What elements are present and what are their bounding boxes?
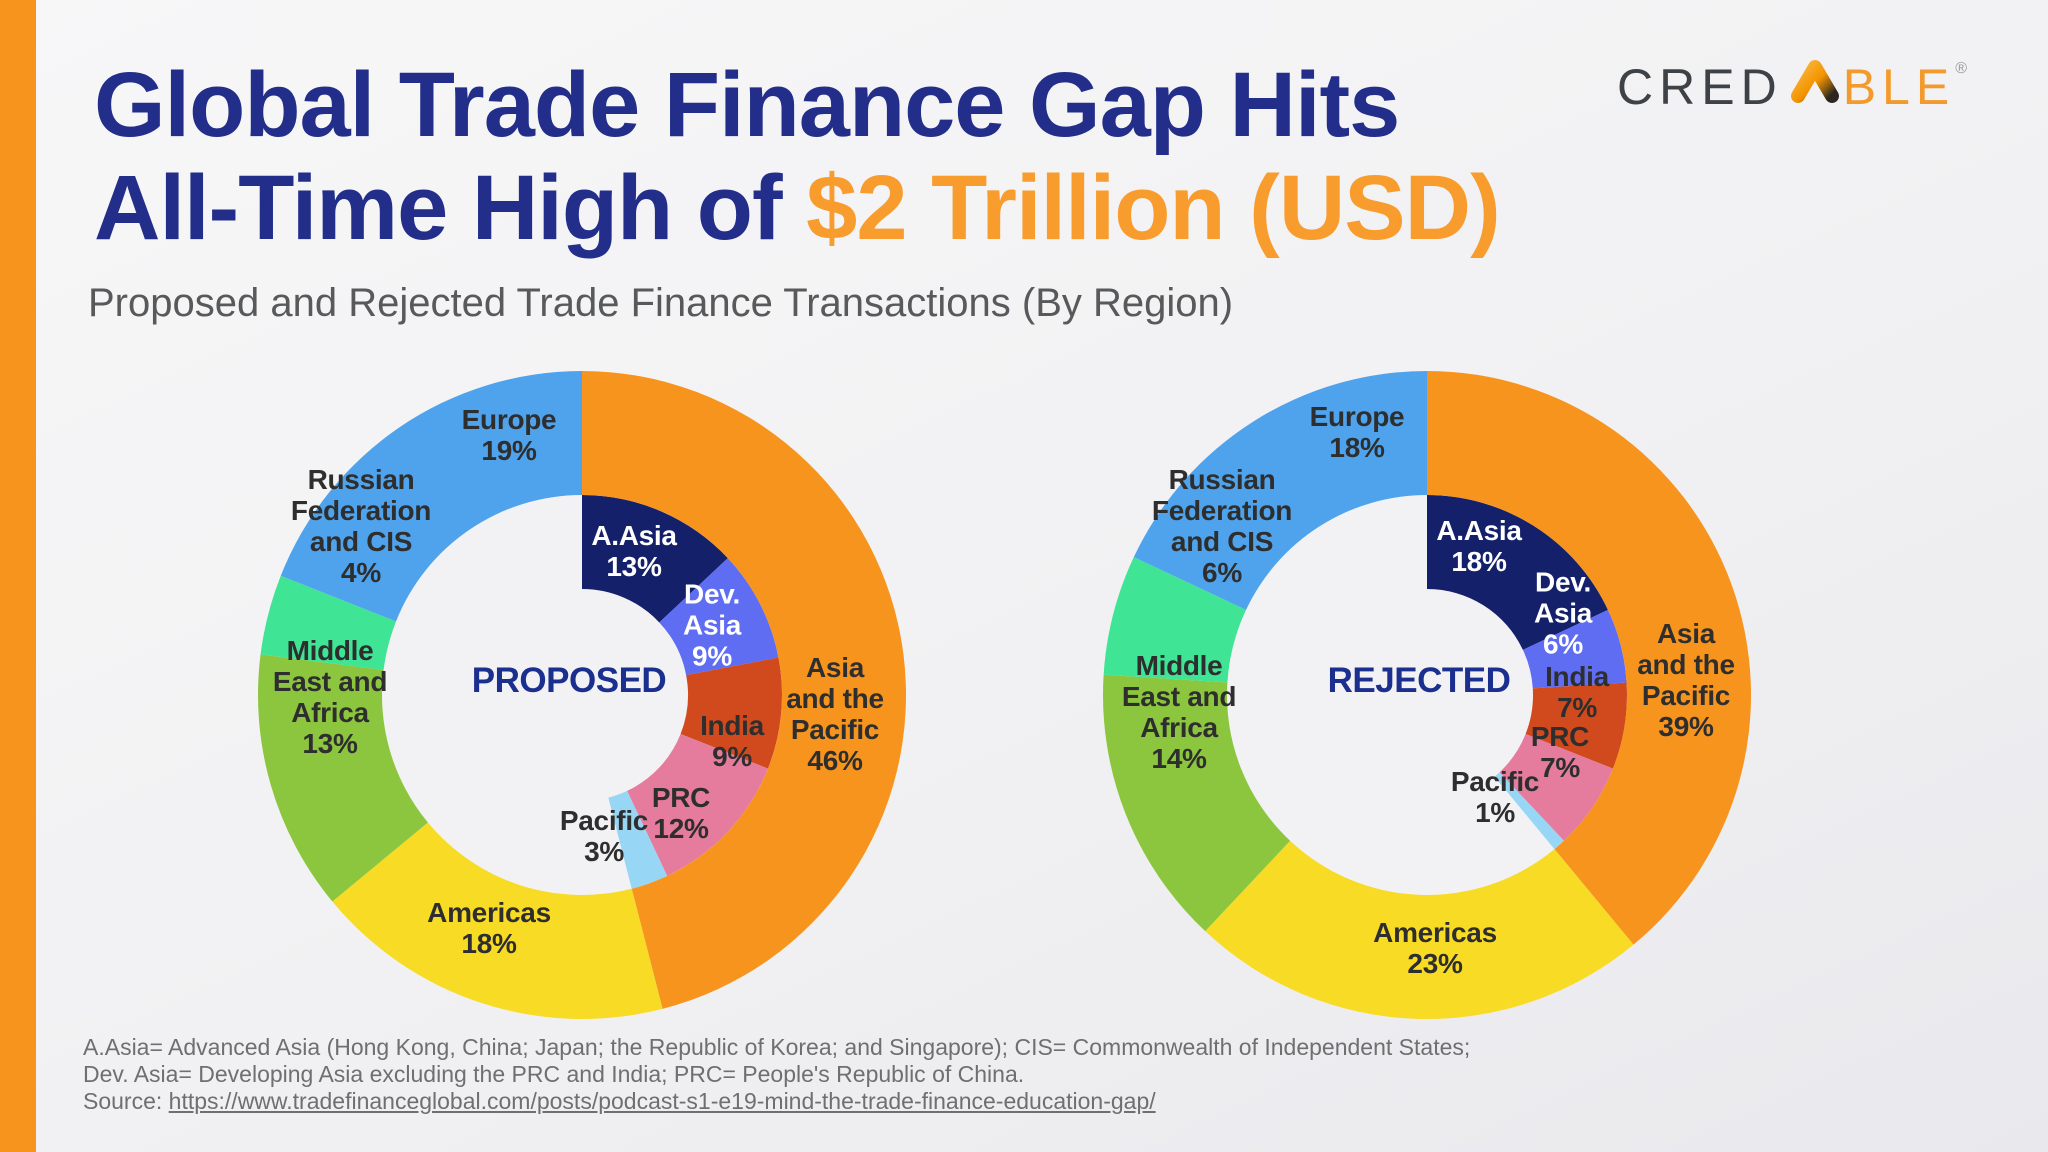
segment-label-prc: PRC 7% — [1530, 721, 1590, 783]
donut-segment-americas — [332, 822, 663, 1019]
brand-text-prefix: CRED — [1617, 59, 1783, 115]
footnote-line-2: Dev. Asia= Developing Asia excluding the… — [83, 1061, 1025, 1087]
donut-svg — [1103, 371, 1751, 1020]
donut-segment-dev-asia — [1522, 609, 1627, 689]
donut-svg — [258, 371, 906, 1019]
source-label: Source: — [83, 1088, 169, 1114]
segment-label-india: India 7% — [1545, 661, 1609, 723]
title-line-2-prefix: All-Time High of — [94, 157, 807, 259]
brand-a-icon — [1789, 58, 1841, 116]
segment-label-a-asia: A.Asia 13% — [591, 520, 677, 582]
donut-segment-dev-asia — [659, 558, 779, 676]
segment-label-europe: Europe 18% — [1309, 401, 1405, 463]
segment-label-asia-and-the-pacific: Asia and the Pacific 39% — [1637, 618, 1735, 742]
donut-segment-americas — [1205, 840, 1634, 1020]
segment-label-asia-and-the-pacific: Asia and the Pacific 46% — [786, 652, 884, 776]
segment-label-middle-east-and-africa: Middle East and Africa 14% — [1121, 650, 1237, 774]
brand-logo: CRED BLE ® — [1617, 58, 1967, 116]
donut-segment-europe — [1133, 371, 1427, 610]
segment-label-russian-federation-and-cis: Russian Federation and CIS 4% — [290, 464, 432, 588]
title-line-1: Global Trade Finance Gap Hits — [94, 54, 1400, 156]
donut-center-label: REJECTED — [1327, 661, 1511, 700]
brand-text-suffix: BLE — [1842, 59, 1956, 115]
segment-label-dev-asia: Dev. Asia 9% — [683, 578, 741, 672]
donut-segment-russian-federation-and-cis — [260, 575, 397, 670]
donut-segment-a-asia — [582, 495, 728, 623]
segment-label-prc: PRC 12% — [651, 782, 711, 844]
donut-segment-pacific — [608, 790, 668, 889]
segment-label-india: India 9% — [700, 710, 764, 772]
registered-mark-icon: ® — [1955, 60, 1967, 77]
segment-label-americas: Americas 23% — [1373, 917, 1497, 979]
donut-segment-asia-and-the-pacific — [582, 371, 906, 1009]
donut-segment-russian-federation-and-cis — [1103, 557, 1247, 683]
donut-segment-europe — [280, 371, 582, 622]
source-line: Source: https://www.tradefinanceglobal.c… — [83, 1088, 1470, 1115]
footnote-line-1: A.Asia= Advanced Asia (Hong Kong, China;… — [83, 1034, 1471, 1060]
segment-label-russian-federation-and-cis: Russian Federation and CIS 6% — [1151, 464, 1293, 588]
title-line-2: All-Time High of $2 Trillion (USD) — [94, 157, 1501, 260]
segment-label-pacific: Pacific 3% — [559, 805, 649, 867]
segment-label-a-asia: A.Asia 18% — [1436, 515, 1522, 577]
page-title: Global Trade Finance Gap Hits All-Time H… — [94, 54, 1501, 260]
donut-chart-proposed: Asia and the Pacific 46% Americas 18% Middle Ea… — [257, 370, 907, 1020]
donut-segment-pacific — [1494, 772, 1564, 850]
donut-segment-prc — [1499, 734, 1613, 841]
title-highlight: $2 Trillion (USD) — [806, 157, 1501, 259]
segment-label-americas: Americas 18% — [427, 897, 551, 959]
donut-segment-india — [1525, 682, 1627, 769]
page-subtitle: Proposed and Rejected Trade Finance Tran… — [88, 281, 1234, 325]
footnote-block: A.Asia= Advanced Asia (Hong Kong, China;… — [83, 1034, 1470, 1115]
donut-segment-prc — [627, 734, 768, 876]
donut-segment-a-asia — [1427, 495, 1608, 650]
donut-segment-middle-east-and-africa — [258, 654, 428, 902]
donut-segment-asia-and-the-pacific — [1427, 371, 1751, 945]
segment-label-dev-asia: Dev. Asia 6% — [1534, 566, 1592, 660]
donut-segment-middle-east-and-africa — [1103, 674, 1291, 932]
source-link[interactable]: https://www.tradefinanceglobal.com/posts… — [168, 1088, 1156, 1114]
segment-label-middle-east-and-africa: Middle East and Africa 13% — [272, 635, 388, 759]
orange-accent-bar — [0, 0, 36, 1152]
donut-segment-india — [680, 657, 782, 769]
segment-label-pacific: Pacific 1% — [1450, 766, 1540, 828]
donut-center-label: PROPOSED — [471, 661, 667, 700]
donut-chart-rejected: Asia and the Pacific 39% Americas 23% Middle Ea… — [1102, 370, 1752, 1020]
segment-label-europe: Europe 19% — [461, 404, 557, 466]
